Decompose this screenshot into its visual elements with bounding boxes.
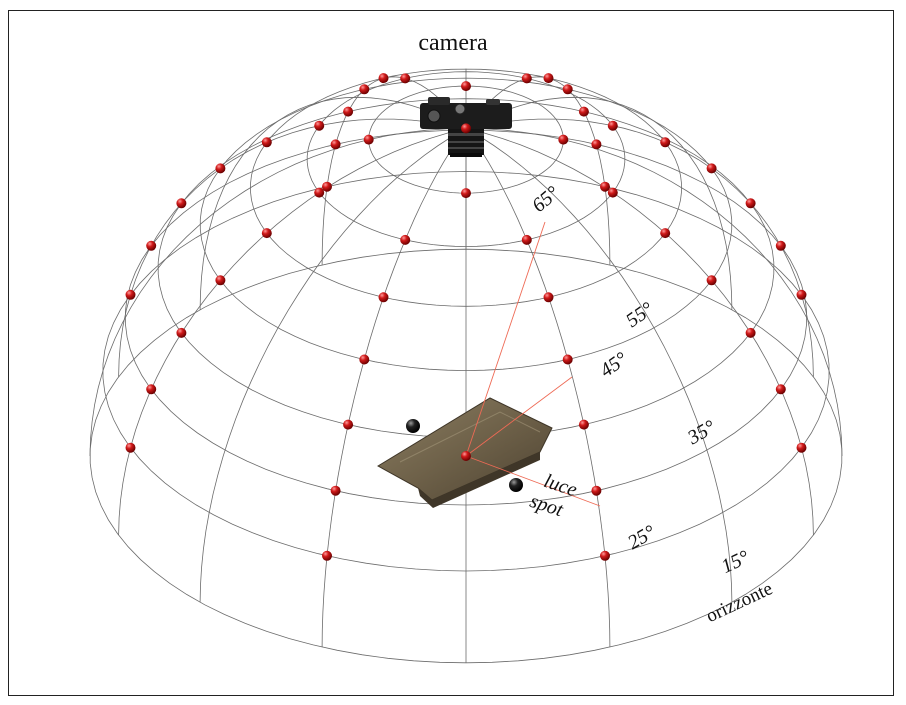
light-position-marker [562,84,573,95]
light-position-marker [591,485,602,496]
light-position-marker [400,73,411,84]
light-position-marker [607,187,618,198]
light-position-marker [461,81,471,92]
light-position-marker [607,120,618,131]
light-position-marker [775,384,786,395]
light-position-marker [745,327,756,338]
light-position-marker [543,73,554,84]
light-position-marker [558,134,569,145]
light-rays [465,221,601,507]
meridian [118,118,467,377]
light-position-marker [600,550,610,561]
sample-center-marker [461,451,471,461]
light-position-marker [215,275,226,286]
light-position-marker [543,292,554,303]
light-position-marker [314,120,325,131]
light-position-marker [359,84,370,95]
light-position-marker [775,240,786,251]
light-position-marker [146,240,157,251]
light-position-marker [562,354,573,365]
meridian [89,128,467,457]
light-position-marker [322,181,332,192]
light-position-marker [521,234,532,245]
light-position-marker [330,139,341,150]
light-position-marker [796,289,807,300]
light-position-marker [796,442,807,453]
light-positions [125,73,807,561]
light-position-marker [314,187,325,198]
meridian [199,96,467,310]
light-position-marker [261,137,272,148]
reference-sphere [509,478,523,492]
light-position-marker [176,198,187,209]
light-position-marker [578,419,589,430]
light-position-marker [578,106,589,117]
light-position-marker [125,289,136,300]
light-position-marker [343,106,354,117]
light-position-marker [660,137,671,148]
light-position-marker [343,419,354,430]
meridian [321,128,467,648]
meridian [465,128,733,603]
meridian [465,128,814,536]
light-position-marker [706,163,717,174]
light-position-marker [176,327,187,338]
light-position-marker [322,550,332,561]
light-position-marker [461,123,471,134]
light-position-marker [359,354,370,365]
diagram-title: camera [418,30,488,56]
light-position-marker [461,188,471,199]
light-position-marker [521,73,532,84]
light-position-marker [330,485,341,496]
light-position-marker [706,275,717,286]
light-position-marker [660,228,671,239]
meridian [465,118,814,377]
light-position-marker [600,181,610,192]
light-position-marker [591,139,602,150]
light-position-marker [363,134,374,145]
meridian [199,128,467,603]
meridian [465,128,843,457]
light-position-marker [378,73,389,84]
light-position-marker [125,442,136,453]
light-position-marker [400,234,411,245]
light-position-marker [261,228,272,239]
light-position-marker [146,384,157,395]
light-position-marker [745,198,756,209]
meridian [465,96,733,310]
stone-sample [377,397,553,508]
reference-sphere [406,419,420,433]
light-position-marker [378,292,389,303]
light-position-marker [215,163,226,174]
